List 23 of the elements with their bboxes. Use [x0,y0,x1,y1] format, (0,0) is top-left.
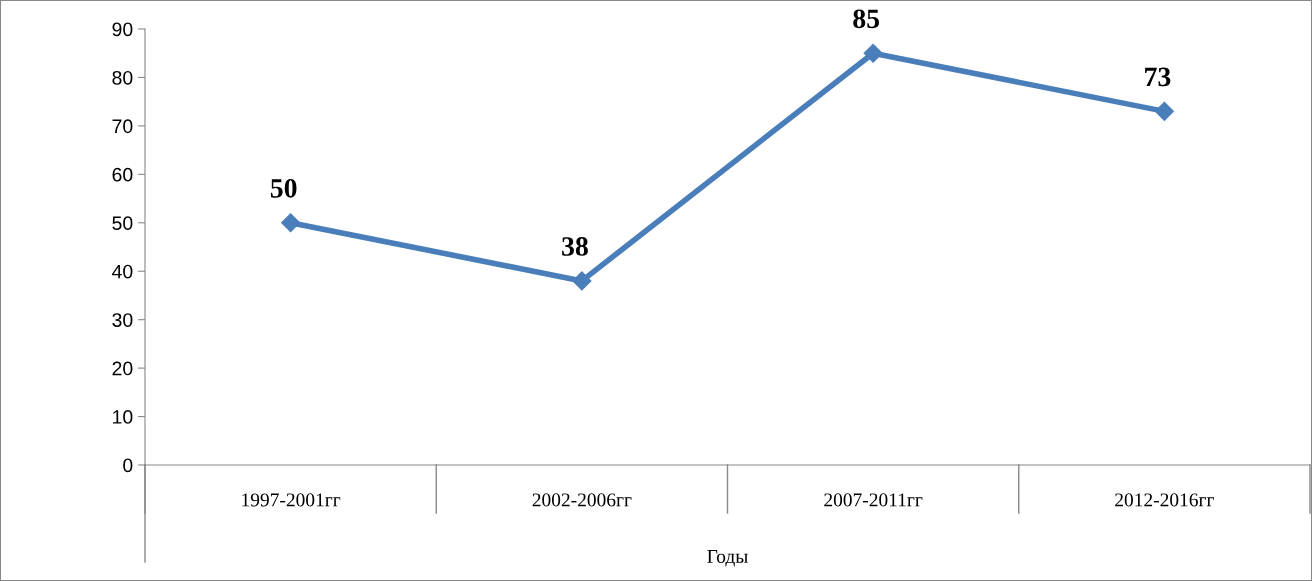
data-label: 85 [853,9,880,29]
y-tick-label: 20 [112,361,133,376]
x-axis-title: Годы [707,550,748,567]
point [572,271,592,291]
y-tick-label: 90 [112,22,133,37]
x-tick-label: 1997-2001гг [242,493,341,507]
point [1154,101,1174,121]
y-tick-label: 60 [112,167,133,182]
data-label: 50 [270,178,297,198]
point [863,43,883,63]
point [281,213,301,233]
y-tick-label: 40 [112,264,133,279]
data-label: 38 [562,237,588,256]
y-tick-label: 10 [113,410,133,424]
y-tick-label: 30 [112,313,133,327]
y-tick-label: 80 [112,70,133,85]
x-tick-label: 2007-2011гг [824,493,923,507]
y-tick-label: 70 [112,119,133,134]
data-label: 73 [1145,67,1171,87]
x-tick-label: 2002-2006гг [532,493,632,507]
y-tick-label: 0 [123,458,133,473]
x-tick-label: 2012-2016гг [1115,493,1214,507]
y-tick-label: 50 [112,216,133,231]
